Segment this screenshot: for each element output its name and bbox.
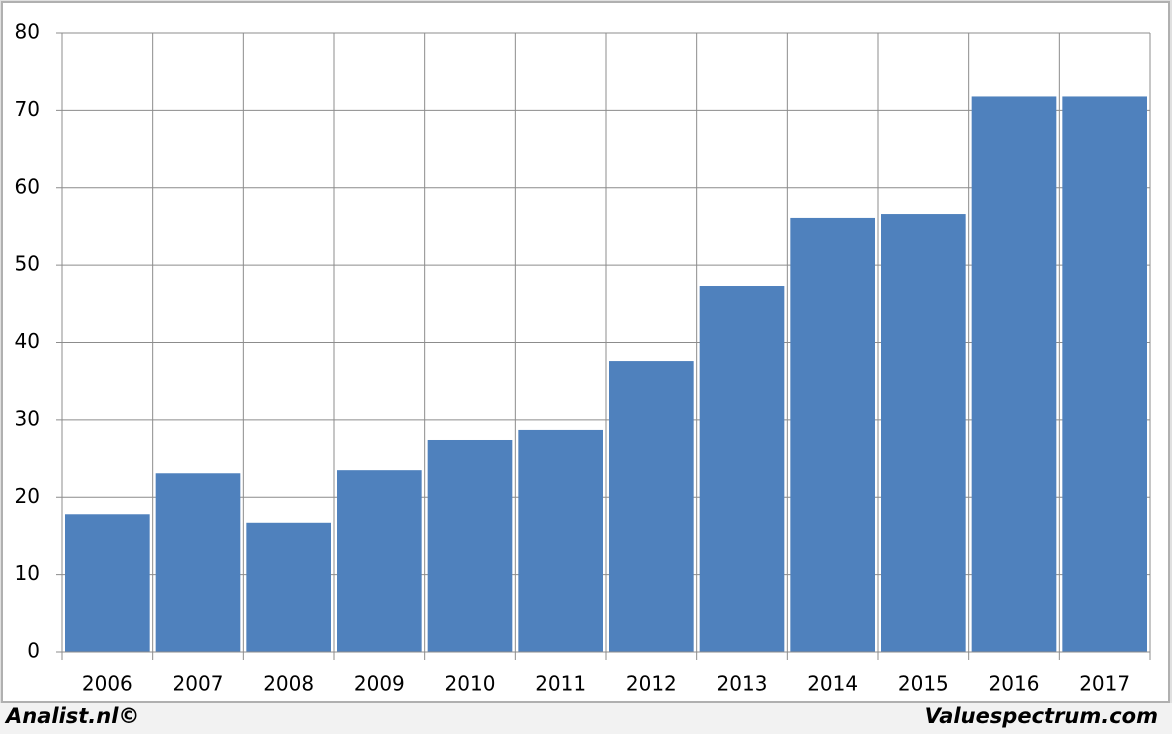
bar bbox=[699, 286, 785, 652]
x-tick-label: 2016 bbox=[989, 672, 1040, 696]
bar bbox=[1062, 96, 1147, 652]
y-tick-label: 30 bbox=[15, 406, 40, 430]
bar bbox=[790, 217, 875, 652]
bar bbox=[65, 514, 150, 652]
x-tick-label: 2012 bbox=[626, 672, 677, 696]
y-tick-label: 40 bbox=[15, 329, 40, 353]
y-tick-label: 50 bbox=[15, 252, 40, 276]
bar bbox=[337, 470, 422, 652]
x-tick-label: 2013 bbox=[717, 672, 768, 696]
bar bbox=[881, 214, 966, 652]
bar bbox=[518, 429, 603, 652]
x-tick-label: 2009 bbox=[354, 672, 405, 696]
x-tick-label: 2015 bbox=[898, 672, 949, 696]
x-tick-label: 2017 bbox=[1079, 672, 1130, 696]
x-tick-label: 2008 bbox=[263, 672, 314, 696]
bar bbox=[427, 439, 513, 652]
y-tick-label: 70 bbox=[15, 97, 40, 121]
footer-right: Valuespectrum.com bbox=[925, 704, 1158, 728]
x-tick-label: 2007 bbox=[173, 672, 224, 696]
footer-strip bbox=[0, 703, 1172, 734]
x-tick-label: 2006 bbox=[82, 672, 133, 696]
bar bbox=[971, 96, 1057, 652]
y-tick-label: 20 bbox=[15, 484, 40, 508]
x-tick-label: 2010 bbox=[445, 672, 496, 696]
bar bbox=[246, 522, 331, 652]
bar bbox=[155, 473, 241, 652]
footer-left: Analist.nl© bbox=[4, 704, 139, 728]
x-tick-label: 2011 bbox=[535, 672, 586, 696]
y-tick-label: 0 bbox=[27, 639, 40, 663]
x-tick-label: 2014 bbox=[807, 672, 858, 696]
bar bbox=[609, 361, 694, 652]
y-tick-label: 80 bbox=[15, 20, 40, 44]
y-tick-label: 60 bbox=[15, 174, 40, 198]
y-tick-label: 10 bbox=[15, 561, 40, 585]
